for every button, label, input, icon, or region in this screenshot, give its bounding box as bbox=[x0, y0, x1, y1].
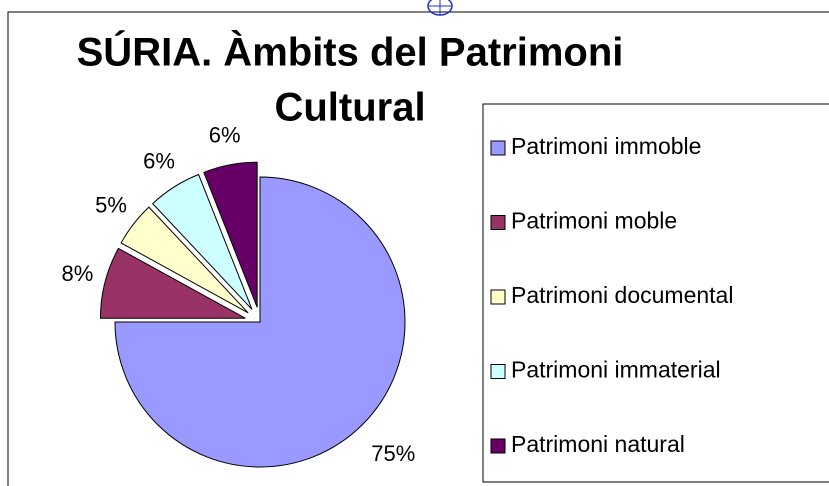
legend-label: Patrimoni moble bbox=[511, 208, 677, 234]
chart-title: SÚRIA. Àmbits del Patrimoni bbox=[77, 29, 624, 75]
pie-slice bbox=[120, 206, 249, 314]
pie-slice bbox=[99, 247, 246, 319]
legend-label: Patrimoni immaterial bbox=[511, 357, 721, 383]
legend-swatch bbox=[490, 289, 506, 305]
legend-label: Patrimoni documental bbox=[511, 282, 733, 308]
data-label: 75% bbox=[371, 441, 415, 466]
pie-slice bbox=[151, 173, 253, 310]
pie-slice bbox=[203, 161, 258, 308]
data-label: 6% bbox=[209, 123, 241, 148]
legend-swatch bbox=[490, 438, 506, 454]
pie-slice bbox=[114, 176, 406, 468]
legend-swatch bbox=[490, 140, 506, 156]
globe-icon bbox=[427, 0, 453, 16]
legend-swatch bbox=[490, 364, 506, 379]
data-label: 8% bbox=[62, 261, 94, 286]
legend-swatch bbox=[490, 215, 506, 230]
data-label: 6% bbox=[143, 149, 175, 174]
data-label: 5% bbox=[95, 192, 127, 217]
legend-box bbox=[482, 103, 829, 483]
chart-title: Cultural bbox=[274, 86, 425, 130]
legend-label: Patrimoni immoble bbox=[511, 133, 701, 159]
legend-label: Patrimoni natural bbox=[511, 431, 685, 457]
